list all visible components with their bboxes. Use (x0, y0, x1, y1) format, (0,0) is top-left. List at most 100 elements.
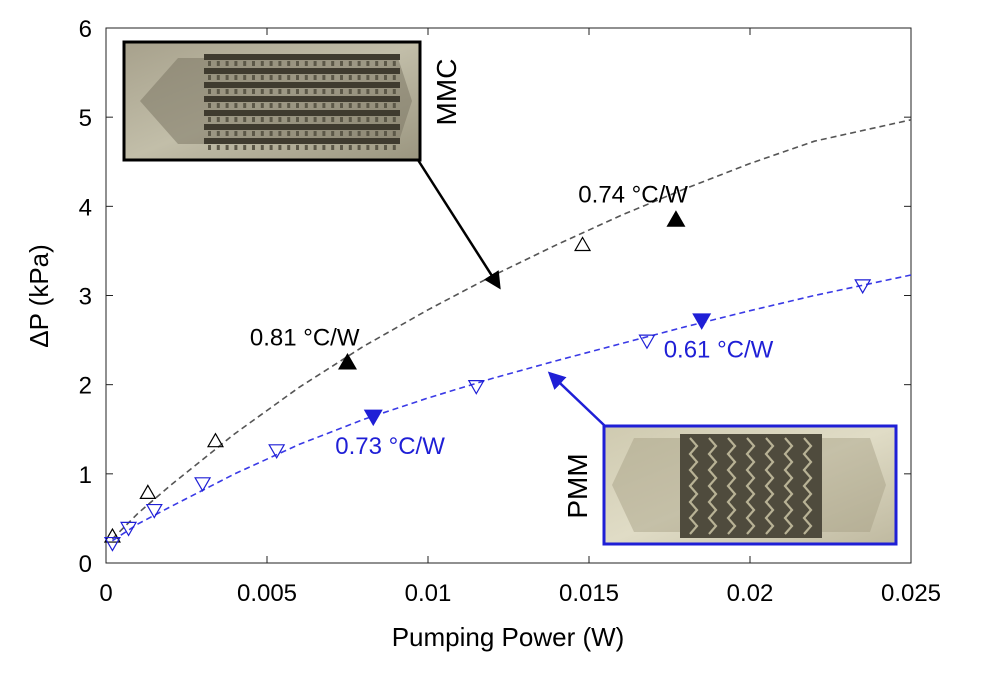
mmc-pillar (216, 117, 220, 122)
mmc-pillar (260, 75, 264, 80)
mmc-pillar (216, 131, 220, 136)
mmc-pillar (208, 131, 211, 136)
mmc-pillar (243, 75, 247, 80)
mmc-data-point (103, 527, 121, 543)
y-tick-label: 1 (79, 462, 92, 489)
mmc-pillar (252, 131, 255, 136)
mmc-highlight-point (338, 352, 357, 370)
mmc-pillar (331, 103, 335, 108)
mmc-pillar (304, 75, 308, 80)
mmc-pillar (340, 145, 343, 150)
y-axis-label: ΔP (kPa) (24, 244, 54, 348)
pmm-wavy-fin (707, 437, 718, 535)
mmc-pillar (322, 61, 326, 66)
mmc-pillar (366, 103, 370, 108)
mmc-pillar (269, 75, 273, 80)
mmc-pillar (304, 131, 308, 136)
mmc-pillar (243, 131, 247, 136)
mmc-channel (204, 110, 400, 116)
mmc-pillar (287, 131, 291, 136)
mmc-pillar (252, 103, 255, 108)
mmc-pillar (225, 89, 229, 94)
x-axis-label: Pumping Power (W) (392, 622, 625, 652)
mmc-pillar (366, 61, 370, 66)
mmc-pillar (340, 75, 343, 80)
mmc-pillar (366, 145, 370, 150)
y-tick-label: 6 (79, 16, 92, 43)
mmc-pillar (357, 131, 361, 136)
mmc-pillar (304, 89, 308, 94)
mmc-pillar (216, 103, 220, 108)
mmc-pillar (278, 145, 282, 150)
mmc-pillar (216, 75, 220, 80)
mmc-pillar (260, 117, 264, 122)
pmm-data-point (268, 444, 286, 460)
mmc-pillar (357, 117, 361, 122)
mmc-pillar (225, 75, 229, 80)
pmm-fit-line (111, 274, 912, 542)
mmc-data-point (574, 236, 592, 252)
pmm-highlight-point (363, 409, 383, 427)
mmc-pillar (348, 61, 352, 66)
mmc-pillar (313, 103, 317, 108)
rating-annotation: 0.73 °C/W (335, 433, 445, 460)
mmc-arrow (416, 159, 501, 290)
mmc-pillar (287, 103, 291, 108)
pmm-data-point (145, 503, 163, 519)
mmc-pillar (296, 131, 299, 136)
pmm-wavy-fin (745, 437, 756, 535)
mmc-pillar (260, 103, 264, 108)
mmc-pillar (252, 75, 255, 80)
mmc-pillar (225, 117, 229, 122)
mmc-pillar (252, 61, 255, 66)
mmc-pillar (375, 61, 379, 66)
mmc-pillar (269, 131, 273, 136)
y-tick-label: 5 (79, 105, 92, 132)
pmm-data-point (854, 279, 872, 295)
mmc-inset-label: MMC (431, 59, 462, 126)
mmc-pillar (331, 145, 335, 150)
mmc-pillar (366, 117, 370, 122)
mmc-pillar (375, 117, 379, 122)
mmc-pillar (392, 145, 396, 150)
x-tick-label: 0.025 (881, 580, 941, 607)
mmc-pillar (296, 89, 299, 94)
mmc-pillar (208, 103, 211, 108)
mmc-pillar (296, 103, 299, 108)
pmm-data-point (467, 380, 485, 395)
mmc-pillar (340, 89, 343, 94)
y-tick-label: 0 (79, 551, 92, 578)
mmc-pillar (260, 61, 264, 66)
mmc-pillar (287, 75, 291, 80)
mmc-pillar (348, 117, 352, 122)
mmc-pillar (375, 89, 379, 94)
mmc-pillar (384, 89, 387, 94)
mmc-pillar (252, 117, 255, 122)
mmc-pillar (392, 131, 396, 136)
y-tick-label: 2 (79, 373, 92, 400)
mmc-pillar (208, 145, 211, 150)
rating-annotation: 0.74 °C/W (578, 182, 688, 209)
mmc-pillar (260, 131, 264, 136)
mmc-pillar (384, 131, 387, 136)
mmc-pillar (375, 103, 379, 108)
mmc-pillar (287, 89, 291, 94)
mmc-pillar (208, 117, 211, 122)
x-tick-label: 0 (99, 580, 112, 607)
mmc-pillar (313, 75, 317, 80)
mmc-pillar (392, 61, 396, 66)
mmc-pillar (322, 145, 326, 150)
mmc-pillar (348, 131, 352, 136)
mmc-pillar (357, 103, 361, 108)
mmc-pillar (234, 75, 238, 80)
mmc-pillar (216, 145, 220, 150)
mmc-pillar (331, 131, 335, 136)
x-tick-label: 0.01 (405, 580, 452, 607)
mmc-pillar (392, 117, 396, 122)
mmc-channel (204, 96, 400, 102)
mmc-pillar (366, 89, 370, 94)
mmc-pillar (225, 131, 229, 136)
mmc-fit-line (111, 119, 912, 540)
mmc-pillar (252, 89, 255, 94)
